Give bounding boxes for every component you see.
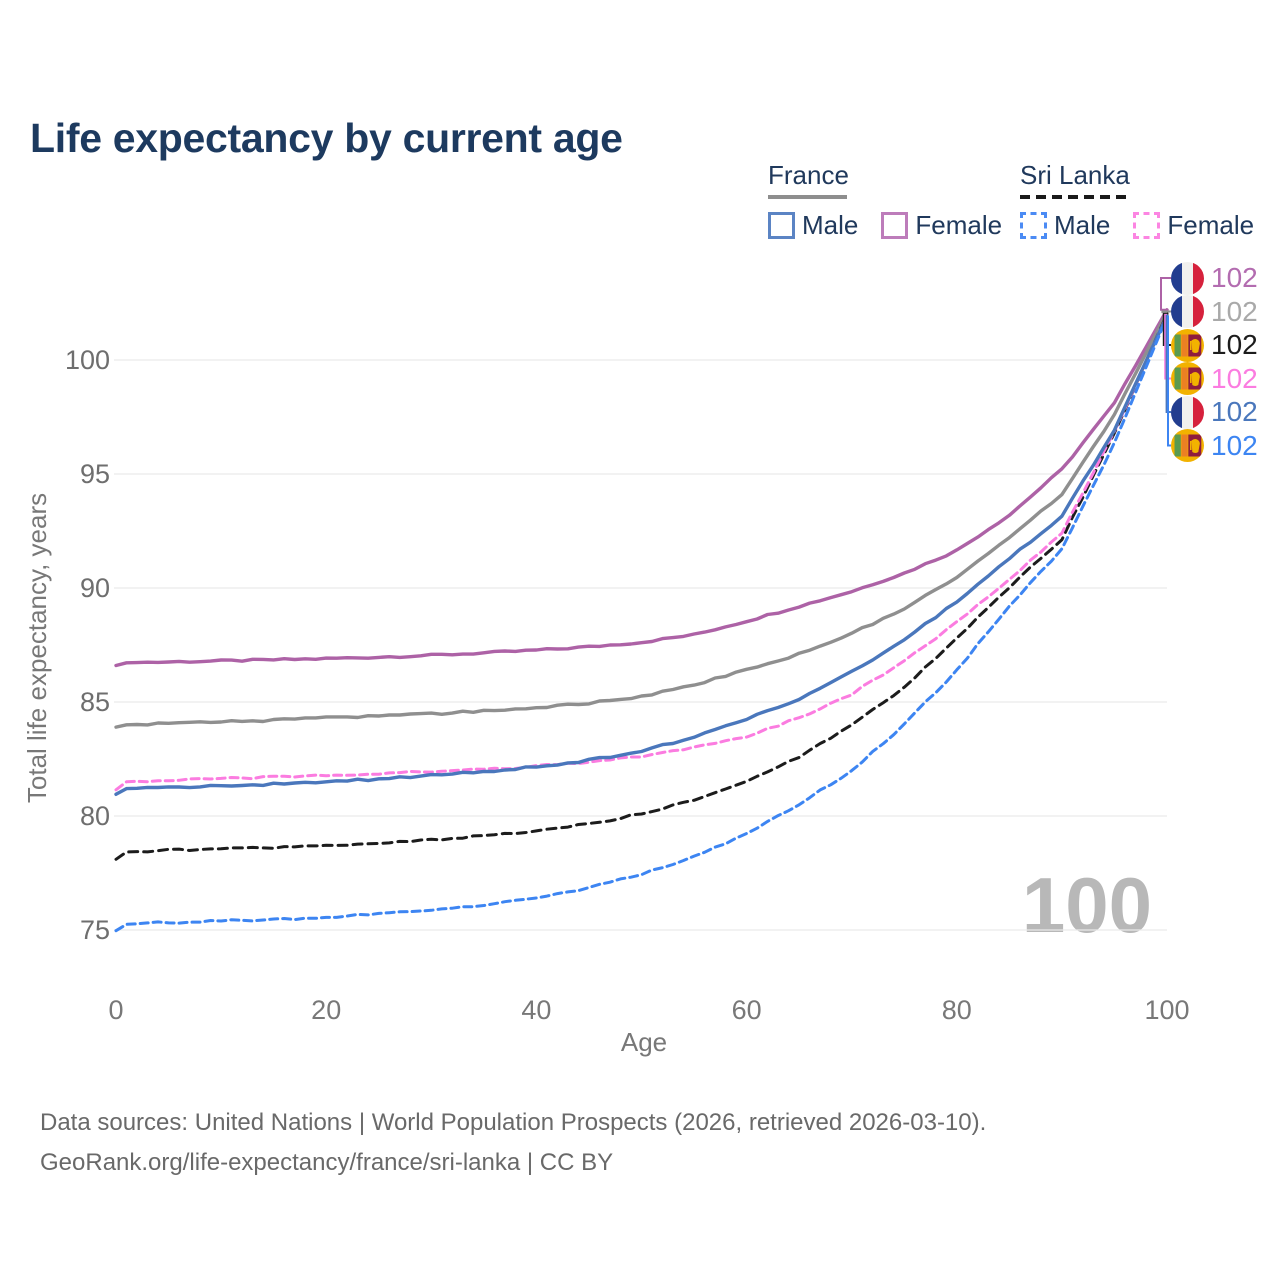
legend-group-france: France Male Female [768, 160, 1025, 241]
x-axis-title: Age [621, 1027, 667, 1057]
legend-swatch-sri-lanka-male[interactable] [1020, 212, 1047, 239]
footer: Data sources: United Nations | World Pop… [40, 1103, 986, 1183]
france-flag-icon [1171, 295, 1204, 328]
legend-swatch-france-male[interactable] [768, 212, 795, 239]
series-end-value: 102 [1211, 295, 1258, 327]
leader-line-sri-lanka-male [1167, 315, 1171, 447]
leader-line-france-female [1160, 277, 1171, 311]
legend-label-sri-lanka-female[interactable]: Female [1167, 210, 1255, 240]
series-end-value: 102 [1211, 429, 1258, 461]
sri-lanka-flag-icon [1171, 429, 1204, 462]
series-end-label-france-both-sexes: 102 [1171, 295, 1258, 329]
sri-lanka-flag-icon [1171, 362, 1204, 395]
x-tick-label: 20 [311, 995, 341, 1025]
x-tick-label: 0 [108, 995, 123, 1025]
series-end-value: 102 [1211, 262, 1258, 293]
legend-country-sri-lanka: Sri Lanka [1020, 160, 1130, 190]
x-tick-label: 60 [732, 995, 762, 1025]
leader-line-france-both-sexes [1161, 310, 1171, 314]
footer-url[interactable]: GeoRank.org/life-expectancy/france/sri-l… [40, 1149, 614, 1176]
chart-title: Life expectancy by current age [30, 115, 623, 162]
legend-group-sri-lanka: Sri Lanka Male Female [1020, 160, 1277, 241]
legend-swatch-sri-lanka-female[interactable] [1133, 212, 1161, 239]
sri-lanka-flag-icon [1171, 328, 1204, 362]
series-end-value: 102 [1211, 329, 1258, 360]
legend-france-solid-line-sample [768, 195, 847, 199]
y-tick-label: 95 [80, 459, 110, 489]
series-end-label-sri-lanka-female: 102 [1171, 362, 1258, 396]
series-line-sri-lanka-both-sexes [114, 312, 1169, 861]
legend-sri-lanka-dashed-line-sample [1020, 195, 1126, 199]
y-axis-title: Total life expectancy, years [22, 493, 52, 803]
series-line-france-female [114, 308, 1169, 668]
series-end-label-sri-lanka-male: 102 [1171, 429, 1258, 463]
series-end-label-sri-lanka-both-sexes: 102 [1171, 328, 1258, 362]
y-tick-label: 90 [80, 573, 110, 603]
x-tick-label: 100 [1144, 995, 1189, 1025]
legend-swatch-france-female[interactable] [881, 212, 909, 239]
series-line-sri-lanka-female [114, 313, 1169, 792]
y-tick-label: 80 [80, 801, 110, 831]
age-indicator-watermark: 100 [1021, 861, 1152, 949]
series-line-france-male [114, 314, 1169, 796]
legend-label-sri-lanka-male[interactable]: Male [1054, 210, 1111, 240]
legend-country-france: France [768, 160, 849, 190]
legend-label-france-female[interactable]: Female [915, 210, 1003, 240]
series-end-value: 102 [1211, 362, 1258, 394]
footer-datasource: Data sources: United Nations | World Pop… [40, 1109, 987, 1136]
y-tick-label: 75 [80, 915, 110, 945]
y-tick-label: 85 [80, 687, 110, 717]
series-end-value: 102 [1211, 396, 1258, 427]
x-tick-label: 40 [521, 995, 551, 1025]
legend-label-france-male[interactable]: Male [802, 210, 859, 240]
france-flag-icon [1171, 261, 1204, 295]
series-line-sri-lanka-male [114, 315, 1169, 933]
x-tick-label: 80 [942, 995, 972, 1025]
y-tick-label: 100 [65, 345, 110, 375]
france-flag-icon [1171, 395, 1204, 429]
series-end-label-france-female: 102 [1171, 261, 1258, 295]
series-line-france-both-sexes [114, 310, 1169, 729]
series-end-label-france-male: 102 [1171, 395, 1258, 429]
